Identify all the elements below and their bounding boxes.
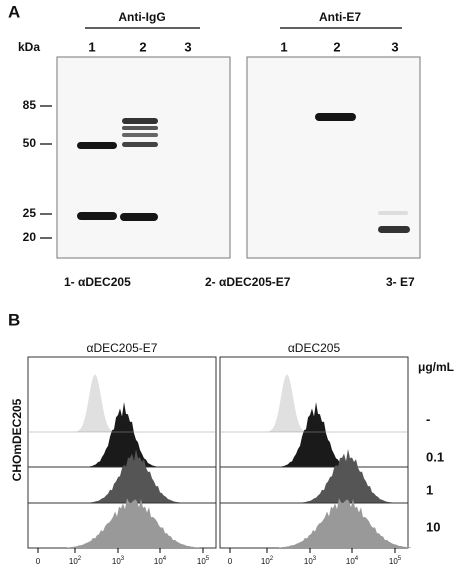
x-tick-label: 103 (112, 556, 125, 567)
tick-base: 10 (112, 557, 121, 566)
histogram (77, 374, 113, 432)
histogram (90, 449, 180, 503)
unit-label: kDa (18, 40, 40, 54)
histogram (279, 498, 411, 548)
marker-label: 85 (23, 98, 37, 112)
panel-letter: B (8, 310, 20, 329)
histogram (282, 401, 348, 467)
panel-letter: A (8, 2, 20, 21)
lane-label: 3 (391, 39, 398, 54)
unit-label: μg/mL (418, 360, 454, 374)
tick-exp: 4 (355, 556, 359, 562)
group-label: Anti-IgG (118, 10, 165, 24)
x-tick-label: 103 (304, 556, 317, 567)
tick-base: 0 (228, 557, 233, 566)
lane-label: 2 (333, 39, 340, 54)
x-tick-label: 0 (228, 557, 233, 566)
histogram (269, 374, 305, 432)
tick-base: 10 (389, 557, 398, 566)
panel-title: αDEC205-E7 (87, 341, 158, 355)
x-tick-label: 102 (69, 556, 82, 567)
tick-exp: 2 (270, 556, 274, 562)
x-tick-label: 0 (36, 557, 41, 566)
tick-base: 10 (154, 557, 163, 566)
tick-exp: 5 (398, 556, 402, 562)
tick-base: 10 (304, 557, 313, 566)
tick-exp: 2 (78, 556, 82, 562)
bands (77, 113, 410, 233)
tick-exp: 5 (206, 556, 210, 562)
blot (246, 56, 421, 259)
tick-base: 0 (36, 557, 41, 566)
histogram (302, 449, 392, 503)
tick-base: 10 (261, 557, 270, 566)
x-tick-label: 105 (197, 556, 210, 567)
x-tick-label: 104 (346, 556, 359, 567)
legend-item: 3- E7 (386, 275, 415, 289)
lane-label: 2 (139, 39, 146, 54)
x-tick-label: 104 (154, 556, 167, 567)
blot (56, 56, 231, 259)
histogram (90, 401, 156, 467)
panel-title: αDEC205 (288, 341, 341, 355)
histogram (67, 498, 199, 548)
row-label: - (426, 411, 430, 426)
marker-label: 50 (23, 136, 37, 150)
tick-base: 10 (346, 557, 355, 566)
legend-item: 2- αDEC205-E7 (205, 275, 291, 289)
tick-base: 10 (69, 557, 78, 566)
tick-exp: 3 (121, 556, 125, 562)
marker-label: 20 (23, 230, 37, 244)
row-label: 1 (426, 482, 433, 497)
row-label: 0.1 (426, 449, 444, 464)
group-label: Anti-E7 (319, 10, 361, 24)
legend-item: 1- αDEC205 (64, 275, 131, 289)
lane-label: 1 (280, 39, 287, 54)
y-label: CHOmDEC205 (10, 398, 24, 481)
tick-exp: 3 (313, 556, 317, 562)
row-label: 10 (426, 519, 440, 534)
lane-label: 1 (88, 39, 95, 54)
x-tick-label: 102 (261, 556, 274, 567)
tick-exp: 4 (163, 556, 167, 562)
tick-base: 10 (197, 557, 206, 566)
lane-label: 3 (184, 39, 191, 54)
marker-label: 25 (23, 206, 37, 220)
x-tick-label: 105 (389, 556, 402, 567)
